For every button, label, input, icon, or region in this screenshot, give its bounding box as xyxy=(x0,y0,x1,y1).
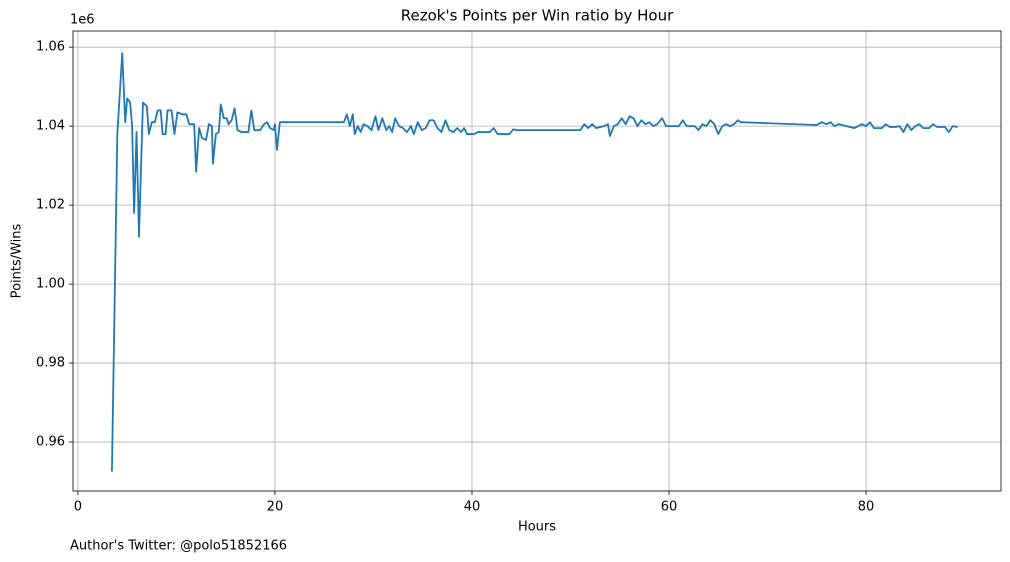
plot-frame xyxy=(72,30,1002,492)
footnote: Author's Twitter: @polo51852166 xyxy=(70,539,287,554)
y-tick-label: 0.96 xyxy=(36,435,65,450)
y-tick-label: 1.02 xyxy=(36,198,65,213)
data-line xyxy=(111,52,958,472)
y-tick-label: 1.06 xyxy=(36,40,65,55)
chart-title: Rezok's Points per Win ratio by Hour xyxy=(401,7,674,25)
y-tick-label: 0.98 xyxy=(36,356,65,371)
x-tick-label: 20 xyxy=(267,500,284,515)
y-axis-label: Points/Wins xyxy=(10,223,25,298)
x-tick-label: 40 xyxy=(464,500,481,515)
axis-offset-label: 1e6 xyxy=(70,13,95,28)
x-tick-label: 0 xyxy=(74,500,82,515)
x-tick-label: 80 xyxy=(858,500,875,515)
x-tick-label: 60 xyxy=(661,500,678,515)
y-tick-label: 1.00 xyxy=(36,277,65,292)
y-tick-label: 1.04 xyxy=(36,119,65,134)
x-axis-label: Hours xyxy=(518,520,556,535)
